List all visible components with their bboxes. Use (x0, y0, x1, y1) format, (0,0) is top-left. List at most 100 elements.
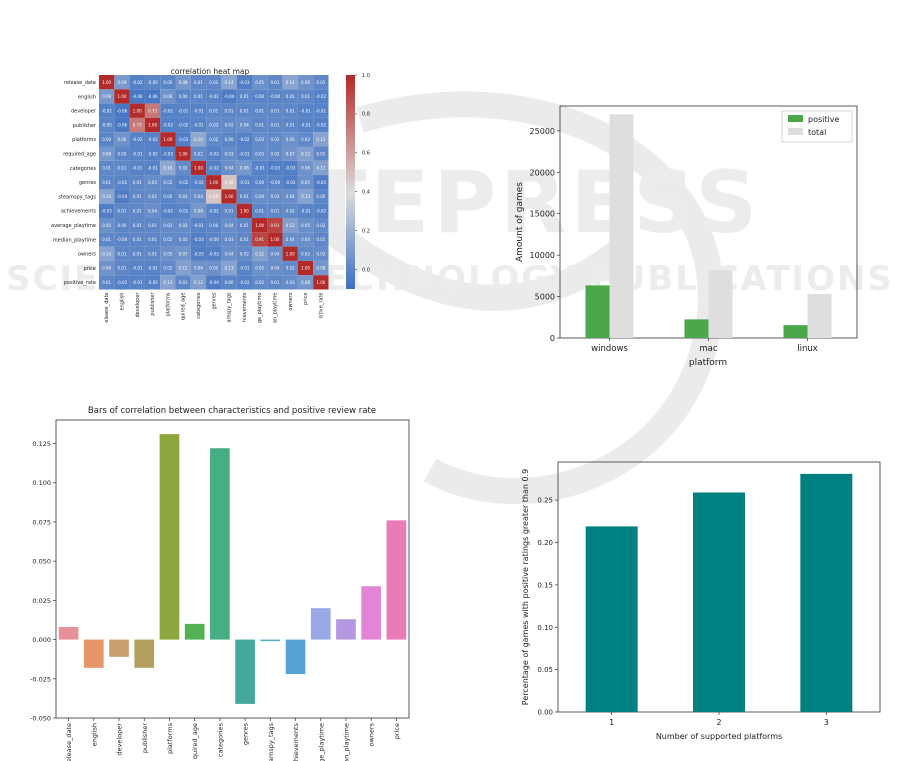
heatmap-cell (160, 103, 176, 118)
heatmap-cell-value: 0.13 (225, 266, 234, 271)
heatmap-cell-value: -0.00 (117, 237, 128, 242)
y-axis-ticks: 0 5000 10000 15000 20000 25000 (530, 127, 560, 343)
heatmap-cell-value: -0.00 (270, 180, 281, 185)
y-tick-label: 0.20 (537, 539, 553, 547)
x-tick-label: platforms (166, 722, 174, 754)
heatmap-cell (114, 175, 130, 190)
heatmap-cell-value: -0.03 (178, 137, 189, 142)
heatmap-cell (190, 75, 207, 90)
y-tick-label: 0.025 (32, 597, 51, 605)
heatmap-cell (282, 117, 298, 133)
heatmap-cell (297, 246, 314, 261)
heatmap-cell (221, 89, 237, 104)
heatmap-cell (175, 117, 191, 133)
heatmap-cell (236, 132, 252, 147)
heatmap-cell (313, 189, 329, 204)
heatmap-cell-value: 1.00 (316, 280, 325, 285)
heatmap-cell (99, 132, 115, 147)
heatmap-cell (160, 218, 176, 233)
heatmap-cell (206, 260, 222, 276)
heatmap-cell (160, 75, 176, 90)
heatmap-cell-value: 1.00 (225, 194, 234, 199)
heatmap-cell-value: 0.16 (194, 137, 203, 142)
heatmap-cell (313, 232, 329, 247)
heatmap-cell-value: -0.03 (239, 80, 250, 85)
heatmap-cell (144, 260, 161, 276)
heatmap-cell-value: 0.03 (316, 251, 325, 256)
heatmap-cell-value: -0.04 (224, 94, 235, 99)
legend-swatch-positive (788, 115, 803, 122)
heatmap-cell-value: 0.05 (209, 266, 218, 271)
heatmap-cell (282, 160, 298, 176)
heatmap-cell-value: 0.03 (163, 223, 172, 228)
heatmap-column-label: quired_age (181, 293, 187, 321)
heatmap-cell-value: -0.01 (300, 108, 311, 113)
heatmap-cell-value: 0.73 (148, 108, 157, 113)
heatmap-cell-value: 0.00 (117, 151, 126, 156)
heatmap-cell (221, 175, 237, 190)
heatmap-cell-value: 0.04 (225, 166, 234, 171)
heatmap-cell-value: -0.01 (209, 94, 220, 99)
heatmap-cell-value: -0.01 (147, 166, 158, 171)
heatmap-cell (190, 103, 207, 118)
correlation-heatmap-chart: correlation heat map 1.00 0.09 -0.02 -0.00 0… (51, 67, 370, 323)
heatmap-cell-value: 0.04 (225, 223, 234, 228)
heatmap-cell-value: -0.01 (209, 208, 220, 213)
heatmap-cell (221, 117, 237, 133)
heatmap-cell (144, 132, 161, 147)
heatmap-cell-value: 1.00 (209, 180, 218, 185)
heatmap-cell (236, 160, 252, 176)
legend: positive total (781, 110, 853, 143)
heatmap-row-label: release_date (64, 80, 96, 86)
heatmap-cell-value: -0.00 (209, 237, 220, 242)
y-tick-label: 0.050 (32, 558, 51, 566)
heatmap-cell-value: -0.04 (316, 180, 327, 185)
heatmap-cell-value: 0.09 (102, 94, 111, 99)
heatmap-cell-value: 0.06 (117, 137, 126, 142)
heatmap-cell (175, 103, 191, 118)
heatmap-cell (129, 246, 145, 261)
heatmap-cell (144, 160, 161, 176)
heatmap-cell (99, 89, 115, 104)
heatmap-cell (160, 260, 176, 276)
heatmap-cell (129, 218, 145, 233)
heatmap-cell-value: 0.02 (225, 123, 234, 128)
heatmap-cell (282, 246, 298, 261)
heatmap-cell-value: 0.91 (255, 237, 264, 242)
heatmap-cell-value: 1.00 (255, 223, 264, 228)
heatmap-cell (313, 103, 329, 118)
heatmap-row-label: price (84, 266, 96, 272)
heatmap-cell-value: 0.06 (163, 94, 172, 99)
heatmap-cell-value: 0.02 (270, 151, 279, 156)
heatmap-cell-value: 0.01 (301, 94, 310, 99)
heatmap-cell-value: 0.01 (270, 280, 279, 285)
heatmap-cell (282, 232, 298, 247)
heatmap-cell (236, 218, 252, 233)
heatmap-cell-value: 0.02 (163, 237, 172, 242)
heatmap-cell (114, 89, 130, 104)
heatmap-cell (144, 246, 161, 261)
heatmap-cell-value: 1.00 (179, 151, 188, 156)
heatmap-cell-value: -0.00 (101, 123, 112, 128)
heatmap-cell-value: 0.91 (270, 223, 279, 228)
heatmap-cell-value: 0.04 (255, 194, 264, 199)
heatmap-cell-value: -0.02 (178, 123, 189, 128)
heatmap-cell-value: -0.01 (132, 151, 143, 156)
heatmap-cell (252, 246, 268, 261)
heatmap-cell-value: 0.01 (102, 166, 111, 171)
heatmap-cell-value: 0.01 (209, 108, 218, 113)
heatmap-cell (297, 260, 314, 276)
colorbar-tick-label: 0.0 (362, 267, 370, 273)
heatmap-cell (129, 75, 145, 90)
heatmap-column-label: genres (211, 292, 217, 309)
heatmap-cell (114, 132, 130, 147)
heatmap-cell (99, 203, 115, 218)
heatmap-cell (282, 103, 298, 118)
y-tick-label: 0.05 (537, 666, 553, 674)
heatmap-cell (144, 189, 161, 204)
heatmap-cell (144, 203, 161, 218)
heatmap-cell (236, 75, 252, 90)
heatmap-cell-value: 0.04 (148, 208, 157, 213)
y-axis-ticks: -0.050 -0.025 0.000 0.025 0.050 0.075 0.100 0.1… (30, 440, 56, 723)
heatmap-cell (160, 189, 176, 204)
